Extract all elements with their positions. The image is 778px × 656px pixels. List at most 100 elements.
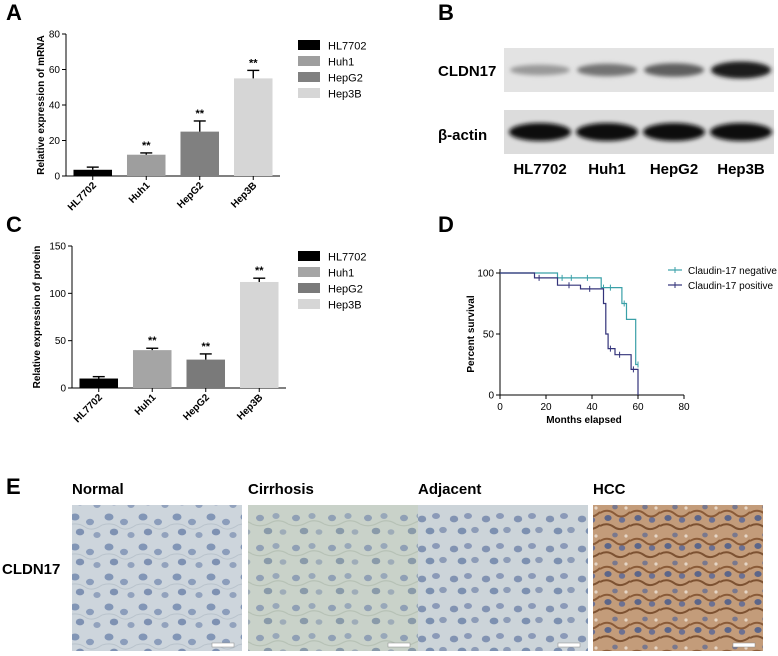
legend-swatch xyxy=(298,251,320,261)
legend-swatch xyxy=(298,72,320,82)
legend-label: Huh1 xyxy=(328,57,354,69)
cldn17-band xyxy=(711,61,771,79)
x-tick-label: HL7702 xyxy=(66,180,99,213)
x-tick-label: Huh1 xyxy=(133,392,159,418)
ihc-image xyxy=(593,505,763,651)
cldn17-band xyxy=(644,63,704,77)
y-tick-label: 50 xyxy=(55,336,67,347)
panel-letter-a: A xyxy=(6,0,22,25)
x-tick-label: Hep3B xyxy=(235,392,265,422)
y-tick-label: 60 xyxy=(49,65,61,76)
x-tick-label: 20 xyxy=(540,402,552,413)
bar xyxy=(132,350,172,388)
scale-bar xyxy=(387,642,411,648)
x-tick-label: Hep3B xyxy=(229,180,259,210)
blot-protein-label: CLDN17 xyxy=(438,63,496,80)
legend-label: Claudin-17 positive xyxy=(688,281,773,292)
bar xyxy=(126,154,166,176)
significance-label: ** xyxy=(249,57,258,69)
actin-band xyxy=(509,123,571,141)
legend-swatch xyxy=(298,267,320,277)
western-blot: CLDN17 β-actin HL7702 Huh1 HepG2 Hep3B xyxy=(438,48,774,178)
significance-label: ** xyxy=(201,341,210,353)
x-tick-label: HL7702 xyxy=(72,392,105,425)
ihc-column-label: Normal xyxy=(72,481,124,498)
panel-letter-c: C xyxy=(6,212,22,237)
panel-letter-d: D xyxy=(438,212,454,237)
legend-swatch xyxy=(298,299,320,309)
scale-bar xyxy=(732,642,756,648)
blot-lane-label: Hep3B xyxy=(717,161,765,178)
x-tick-label: 40 xyxy=(586,402,598,413)
survival-curve xyxy=(500,272,639,395)
ihc-column-label: HCC xyxy=(593,481,626,498)
blot-lane-label: Huh1 xyxy=(588,161,626,178)
x-tick-label: HepG2 xyxy=(181,392,212,423)
legend-swatch xyxy=(298,88,320,98)
cldn17-band xyxy=(577,63,637,77)
ihc-image xyxy=(248,505,418,651)
actin-band xyxy=(576,123,638,141)
cldn17-band xyxy=(510,64,570,76)
ihc-image xyxy=(72,505,242,651)
y-tick-label: 40 xyxy=(49,101,61,112)
actin-band xyxy=(710,123,772,141)
x-tick-label: HepG2 xyxy=(175,180,206,211)
legend-label: HepG2 xyxy=(328,73,363,85)
y-axis-label: Percent survival xyxy=(466,295,477,372)
legend-swatch xyxy=(298,40,320,50)
bar xyxy=(73,169,113,176)
ihc-image-grid: CLDN17 Normal Cirrhosis Adjacent HCC xyxy=(2,481,763,651)
y-tick-label: 100 xyxy=(49,289,66,300)
significance-label: ** xyxy=(255,265,264,277)
y-tick-label: 0 xyxy=(60,384,66,395)
significance-label: ** xyxy=(195,108,204,120)
blot-lane-label: HepG2 xyxy=(650,161,698,178)
y-axis-label: Relative expression of protein xyxy=(32,246,43,389)
x-tick-label: 0 xyxy=(497,402,503,413)
x-tick-label: Huh1 xyxy=(127,180,153,206)
legend-label: Huh1 xyxy=(328,268,354,280)
scale-bar xyxy=(557,642,581,648)
y-tick-label: 150 xyxy=(49,242,66,253)
y-axis-label: Relative expression of mRNA xyxy=(36,35,47,175)
panel-letter-b: B xyxy=(438,0,454,25)
legend-label: Hep3B xyxy=(328,89,362,101)
x-axis-label: Months elapsed xyxy=(546,415,622,426)
legend-label: HepG2 xyxy=(328,284,363,296)
x-tick-label: 80 xyxy=(678,402,690,413)
y-tick-label: 20 xyxy=(49,136,61,147)
legend-swatch xyxy=(298,56,320,66)
bar xyxy=(180,131,220,176)
bar xyxy=(186,359,226,388)
y-tick-label: 80 xyxy=(49,30,61,41)
protein-bar-chart: 0 50 100 150 Relative expression of protein H… xyxy=(32,242,367,426)
legend-swatch xyxy=(298,283,320,293)
ihc-column-label: Adjacent xyxy=(418,481,481,498)
legend-label: Claudin-17 negative xyxy=(688,266,777,277)
significance-label: ** xyxy=(142,140,151,152)
panel-letter-e: E xyxy=(6,474,21,499)
y-tick-label: 0 xyxy=(488,391,494,402)
legend-label: HL7702 xyxy=(328,252,367,264)
bar xyxy=(79,378,119,388)
blot-lane-label: HL7702 xyxy=(513,161,566,178)
y-tick-label: 50 xyxy=(483,330,495,341)
legend-label: Hep3B xyxy=(328,300,362,312)
survival-curve xyxy=(500,272,638,366)
survival-curve-chart: 0 50 100 0 20 40 60 80 Months elapsed Percent sur… xyxy=(466,266,777,426)
x-tick-label: 60 xyxy=(632,402,644,413)
bar xyxy=(233,78,273,176)
ihc-row-label: CLDN17 xyxy=(2,561,60,578)
blot-control-label: β-actin xyxy=(438,127,487,144)
scale-bar xyxy=(211,642,235,648)
y-tick-label: 100 xyxy=(477,269,494,280)
significance-label: ** xyxy=(148,335,157,347)
ihc-image xyxy=(418,505,588,651)
actin-band xyxy=(643,123,705,141)
ihc-column-label: Cirrhosis xyxy=(248,481,314,498)
legend-label: HL7702 xyxy=(328,41,367,53)
bar xyxy=(239,281,279,388)
